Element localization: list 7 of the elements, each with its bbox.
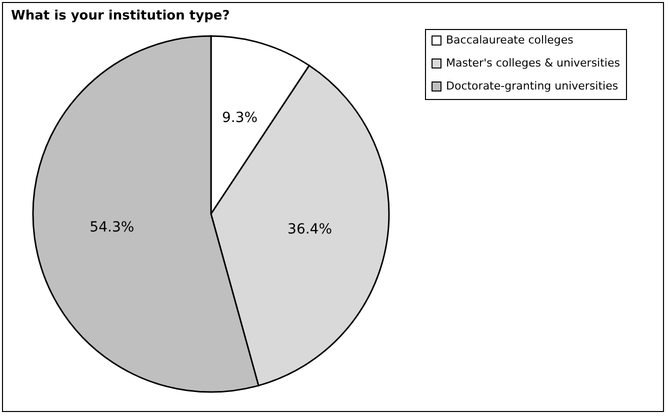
data-label: 36.4% bbox=[288, 222, 332, 238]
legend-label: Baccalaureate colleges bbox=[446, 34, 574, 46]
chart-title: What is your institution type? bbox=[11, 8, 230, 24]
data-label: 54.3% bbox=[90, 219, 134, 236]
legend-label: Master's colleges & universities bbox=[446, 56, 620, 70]
data-label: 9.3% bbox=[222, 110, 258, 126]
legend-label: Doctorate-granting universities bbox=[446, 80, 618, 92]
